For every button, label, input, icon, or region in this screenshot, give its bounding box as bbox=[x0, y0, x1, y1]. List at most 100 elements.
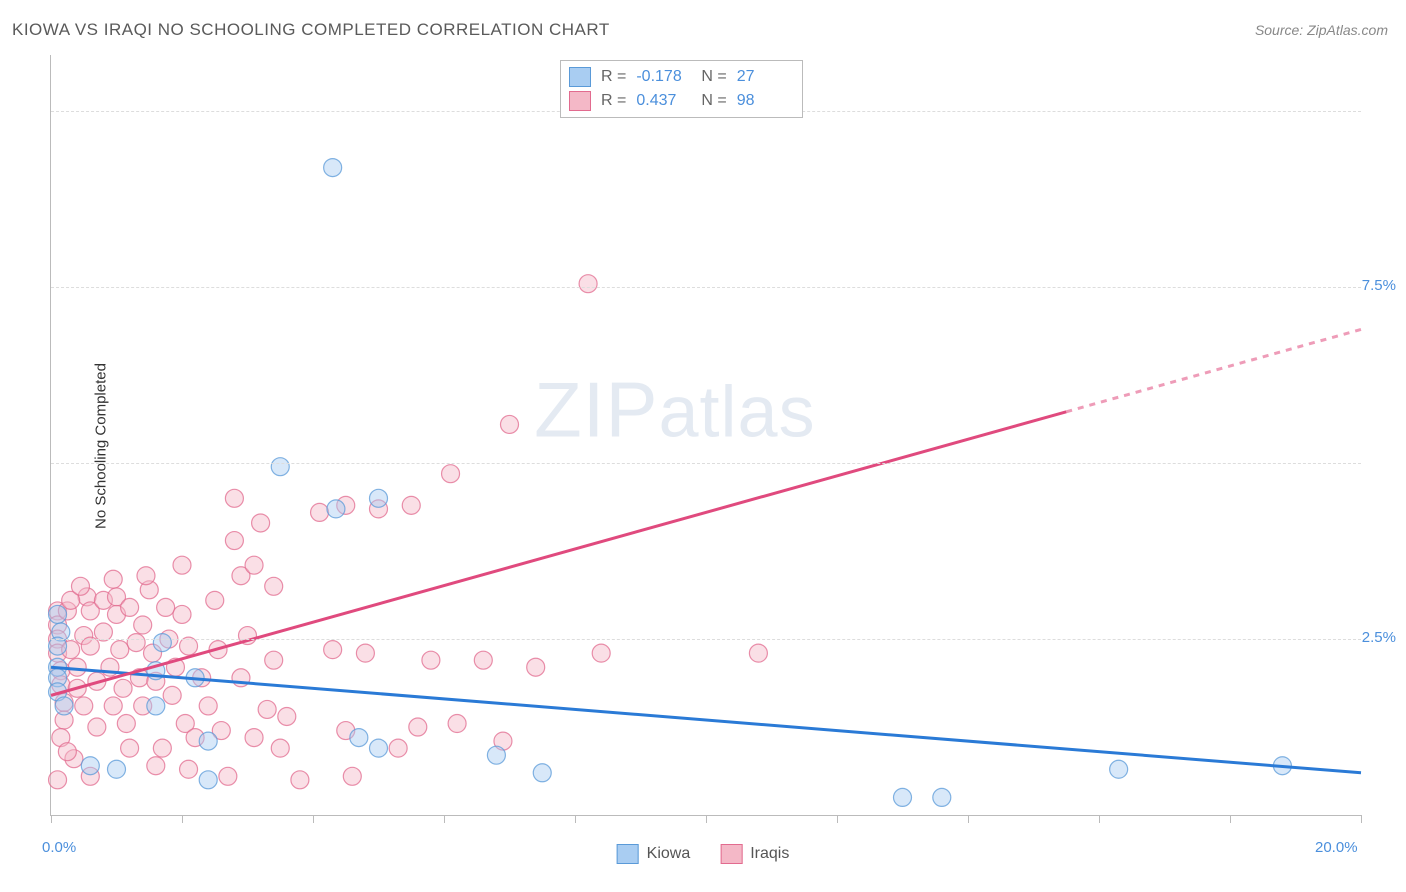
series-legend-item: Kiowa bbox=[617, 844, 691, 864]
scatter-point bbox=[108, 760, 126, 778]
legend-row: R =0.437N =98 bbox=[569, 89, 792, 113]
legend-swatch bbox=[569, 67, 591, 87]
scatter-point bbox=[134, 616, 152, 634]
scatter-point bbox=[147, 697, 165, 715]
gridline bbox=[51, 287, 1361, 288]
scatter-point bbox=[121, 598, 139, 616]
scatter-point bbox=[157, 598, 175, 616]
trend-line-dashed bbox=[1066, 329, 1361, 411]
scatter-point bbox=[271, 739, 289, 757]
x-tick-label: 0.0% bbox=[42, 839, 76, 856]
scatter-point bbox=[111, 641, 129, 659]
scatter-point bbox=[402, 496, 420, 514]
scatter-point bbox=[225, 489, 243, 507]
x-tick bbox=[1361, 815, 1362, 823]
series-legend-label: Iraqis bbox=[750, 845, 789, 863]
scatter-point bbox=[199, 771, 217, 789]
series-legend-item: Iraqis bbox=[720, 844, 789, 864]
scatter-point bbox=[370, 739, 388, 757]
scatter-point bbox=[173, 605, 191, 623]
scatter-point bbox=[88, 718, 106, 736]
scatter-point bbox=[324, 641, 342, 659]
scatter-point bbox=[199, 697, 217, 715]
scatter-point bbox=[75, 697, 93, 715]
scatter-point bbox=[114, 679, 132, 697]
scatter-point bbox=[180, 760, 198, 778]
scatter-point bbox=[448, 715, 466, 733]
chart-svg bbox=[51, 55, 1361, 815]
x-tick bbox=[706, 815, 707, 823]
legend-n-value: 98 bbox=[737, 89, 792, 113]
x-tick bbox=[51, 815, 52, 823]
scatter-point bbox=[265, 651, 283, 669]
scatter-point bbox=[350, 729, 368, 747]
scatter-point bbox=[343, 767, 361, 785]
legend-swatch bbox=[569, 91, 591, 111]
scatter-point bbox=[533, 764, 551, 782]
scatter-point bbox=[409, 718, 427, 736]
y-tick-label: 2.5% bbox=[1362, 629, 1396, 646]
legend-r-value: -0.178 bbox=[636, 65, 691, 89]
scatter-point bbox=[252, 514, 270, 532]
scatter-point bbox=[163, 686, 181, 704]
x-tick bbox=[444, 815, 445, 823]
scatter-point bbox=[71, 577, 89, 595]
scatter-point bbox=[356, 644, 374, 662]
gridline bbox=[51, 639, 1361, 640]
scatter-point bbox=[245, 556, 263, 574]
scatter-point bbox=[487, 746, 505, 764]
scatter-point bbox=[117, 715, 135, 733]
scatter-point bbox=[81, 757, 99, 775]
series-legend-label: Kiowa bbox=[647, 845, 691, 863]
x-tick bbox=[313, 815, 314, 823]
scatter-point bbox=[104, 570, 122, 588]
scatter-point bbox=[271, 458, 289, 476]
scatter-point bbox=[58, 743, 76, 761]
scatter-point bbox=[55, 697, 73, 715]
scatter-point bbox=[225, 532, 243, 550]
x-tick bbox=[1230, 815, 1231, 823]
legend-row: R = -0.178 N = 27 bbox=[569, 65, 792, 89]
scatter-point bbox=[422, 651, 440, 669]
scatter-point bbox=[265, 577, 283, 595]
scatter-point bbox=[68, 658, 86, 676]
scatter-point bbox=[592, 644, 610, 662]
legend-r-label: R = bbox=[601, 65, 626, 89]
trend-line bbox=[51, 667, 1361, 773]
scatter-point bbox=[258, 700, 276, 718]
scatter-point bbox=[49, 605, 67, 623]
x-tick bbox=[182, 815, 183, 823]
legend-n-value: 27 bbox=[737, 65, 792, 89]
legend-n-label: N = bbox=[701, 65, 726, 89]
scatter-point bbox=[245, 729, 263, 747]
scatter-point bbox=[147, 757, 165, 775]
scatter-point bbox=[153, 739, 171, 757]
legend-swatch bbox=[720, 844, 742, 864]
chart-title: KIOWA VS IRAQI NO SCHOOLING COMPLETED CO… bbox=[12, 20, 610, 40]
legend-n-label: N = bbox=[701, 89, 726, 113]
scatter-point bbox=[327, 500, 345, 518]
scatter-point bbox=[219, 767, 237, 785]
x-tick bbox=[968, 815, 969, 823]
scatter-point bbox=[127, 634, 145, 652]
scatter-point bbox=[49, 771, 67, 789]
source-label: Source: ZipAtlas.com bbox=[1255, 22, 1388, 38]
trend-line bbox=[51, 412, 1066, 696]
scatter-point bbox=[894, 788, 912, 806]
scatter-point bbox=[442, 465, 460, 483]
chart-root: KIOWA VS IRAQI NO SCHOOLING COMPLETED CO… bbox=[0, 0, 1406, 892]
scatter-point bbox=[389, 739, 407, 757]
scatter-point bbox=[291, 771, 309, 789]
scatter-point bbox=[501, 415, 519, 433]
scatter-point bbox=[579, 275, 597, 293]
plot-area bbox=[50, 55, 1361, 816]
correlation-legend: R =-0.178N =27R =0.437N =98 bbox=[560, 60, 803, 118]
scatter-point bbox=[199, 732, 217, 750]
scatter-point bbox=[311, 503, 329, 521]
scatter-point bbox=[206, 591, 224, 609]
scatter-point bbox=[749, 644, 767, 662]
scatter-point bbox=[324, 159, 342, 177]
scatter-point bbox=[933, 788, 951, 806]
scatter-point bbox=[173, 556, 191, 574]
series-legend: Kiowa Iraqis bbox=[617, 844, 790, 864]
